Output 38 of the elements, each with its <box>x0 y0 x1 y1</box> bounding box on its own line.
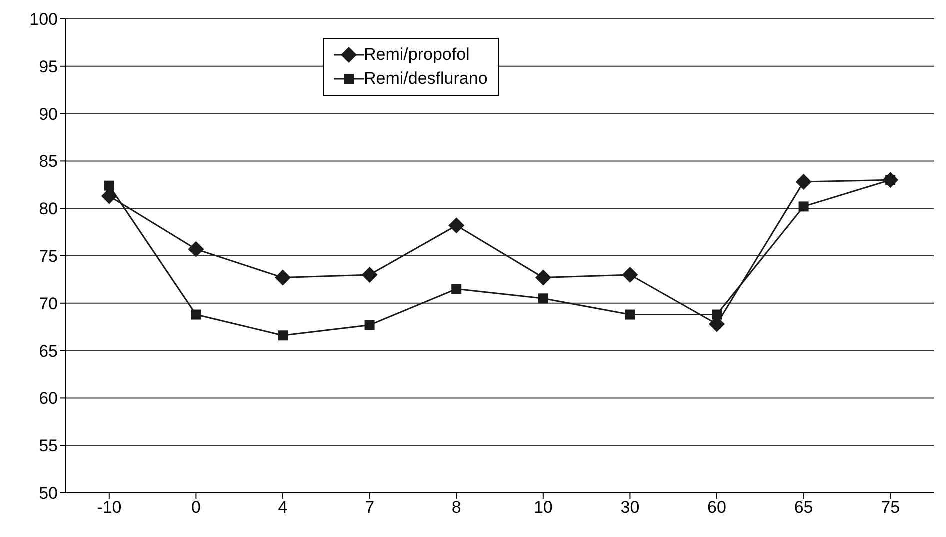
point <box>452 284 462 294</box>
point <box>625 310 636 320</box>
point <box>796 174 812 190</box>
y-tick-label: 90 <box>39 104 58 124</box>
point <box>535 270 552 286</box>
x-tick-label: -10 <box>97 498 122 518</box>
y-tick-label: 100 <box>30 10 58 30</box>
x-tick-label: 65 <box>794 498 814 518</box>
point <box>188 241 204 258</box>
y-tick-label: 95 <box>39 57 58 76</box>
y-tick-label: 85 <box>39 152 58 172</box>
legend-label: Remi/propofol <box>364 44 470 66</box>
y-tick-label: 80 <box>39 200 58 219</box>
x-tick-label: 7 <box>365 498 375 518</box>
point <box>362 266 378 283</box>
point <box>275 270 291 286</box>
y-tick-label: 60 <box>39 389 58 408</box>
y-tick-label: 75 <box>39 247 58 266</box>
point <box>448 218 465 234</box>
y-tick-label: 50 <box>39 484 58 504</box>
point <box>622 266 638 283</box>
point <box>104 180 114 191</box>
x-tick-label: 4 <box>278 498 288 518</box>
x-tick-label: 60 <box>708 498 726 518</box>
point <box>278 330 288 341</box>
x-tick-label: 30 <box>620 498 640 518</box>
x-tick-label: 10 <box>534 498 553 518</box>
point <box>538 294 548 304</box>
x-tick-label: 0 <box>191 498 201 518</box>
point <box>364 320 375 330</box>
point <box>191 310 202 320</box>
y-tick-label: 65 <box>39 342 58 361</box>
x-tick-label: 75 <box>881 498 900 518</box>
y-tick-label: 70 <box>39 294 58 314</box>
point <box>798 202 809 212</box>
y-tick-label: 55 <box>39 436 58 456</box>
x-tick-label: 8 <box>452 498 462 518</box>
legend-label: Remi/desflurano <box>364 68 488 90</box>
